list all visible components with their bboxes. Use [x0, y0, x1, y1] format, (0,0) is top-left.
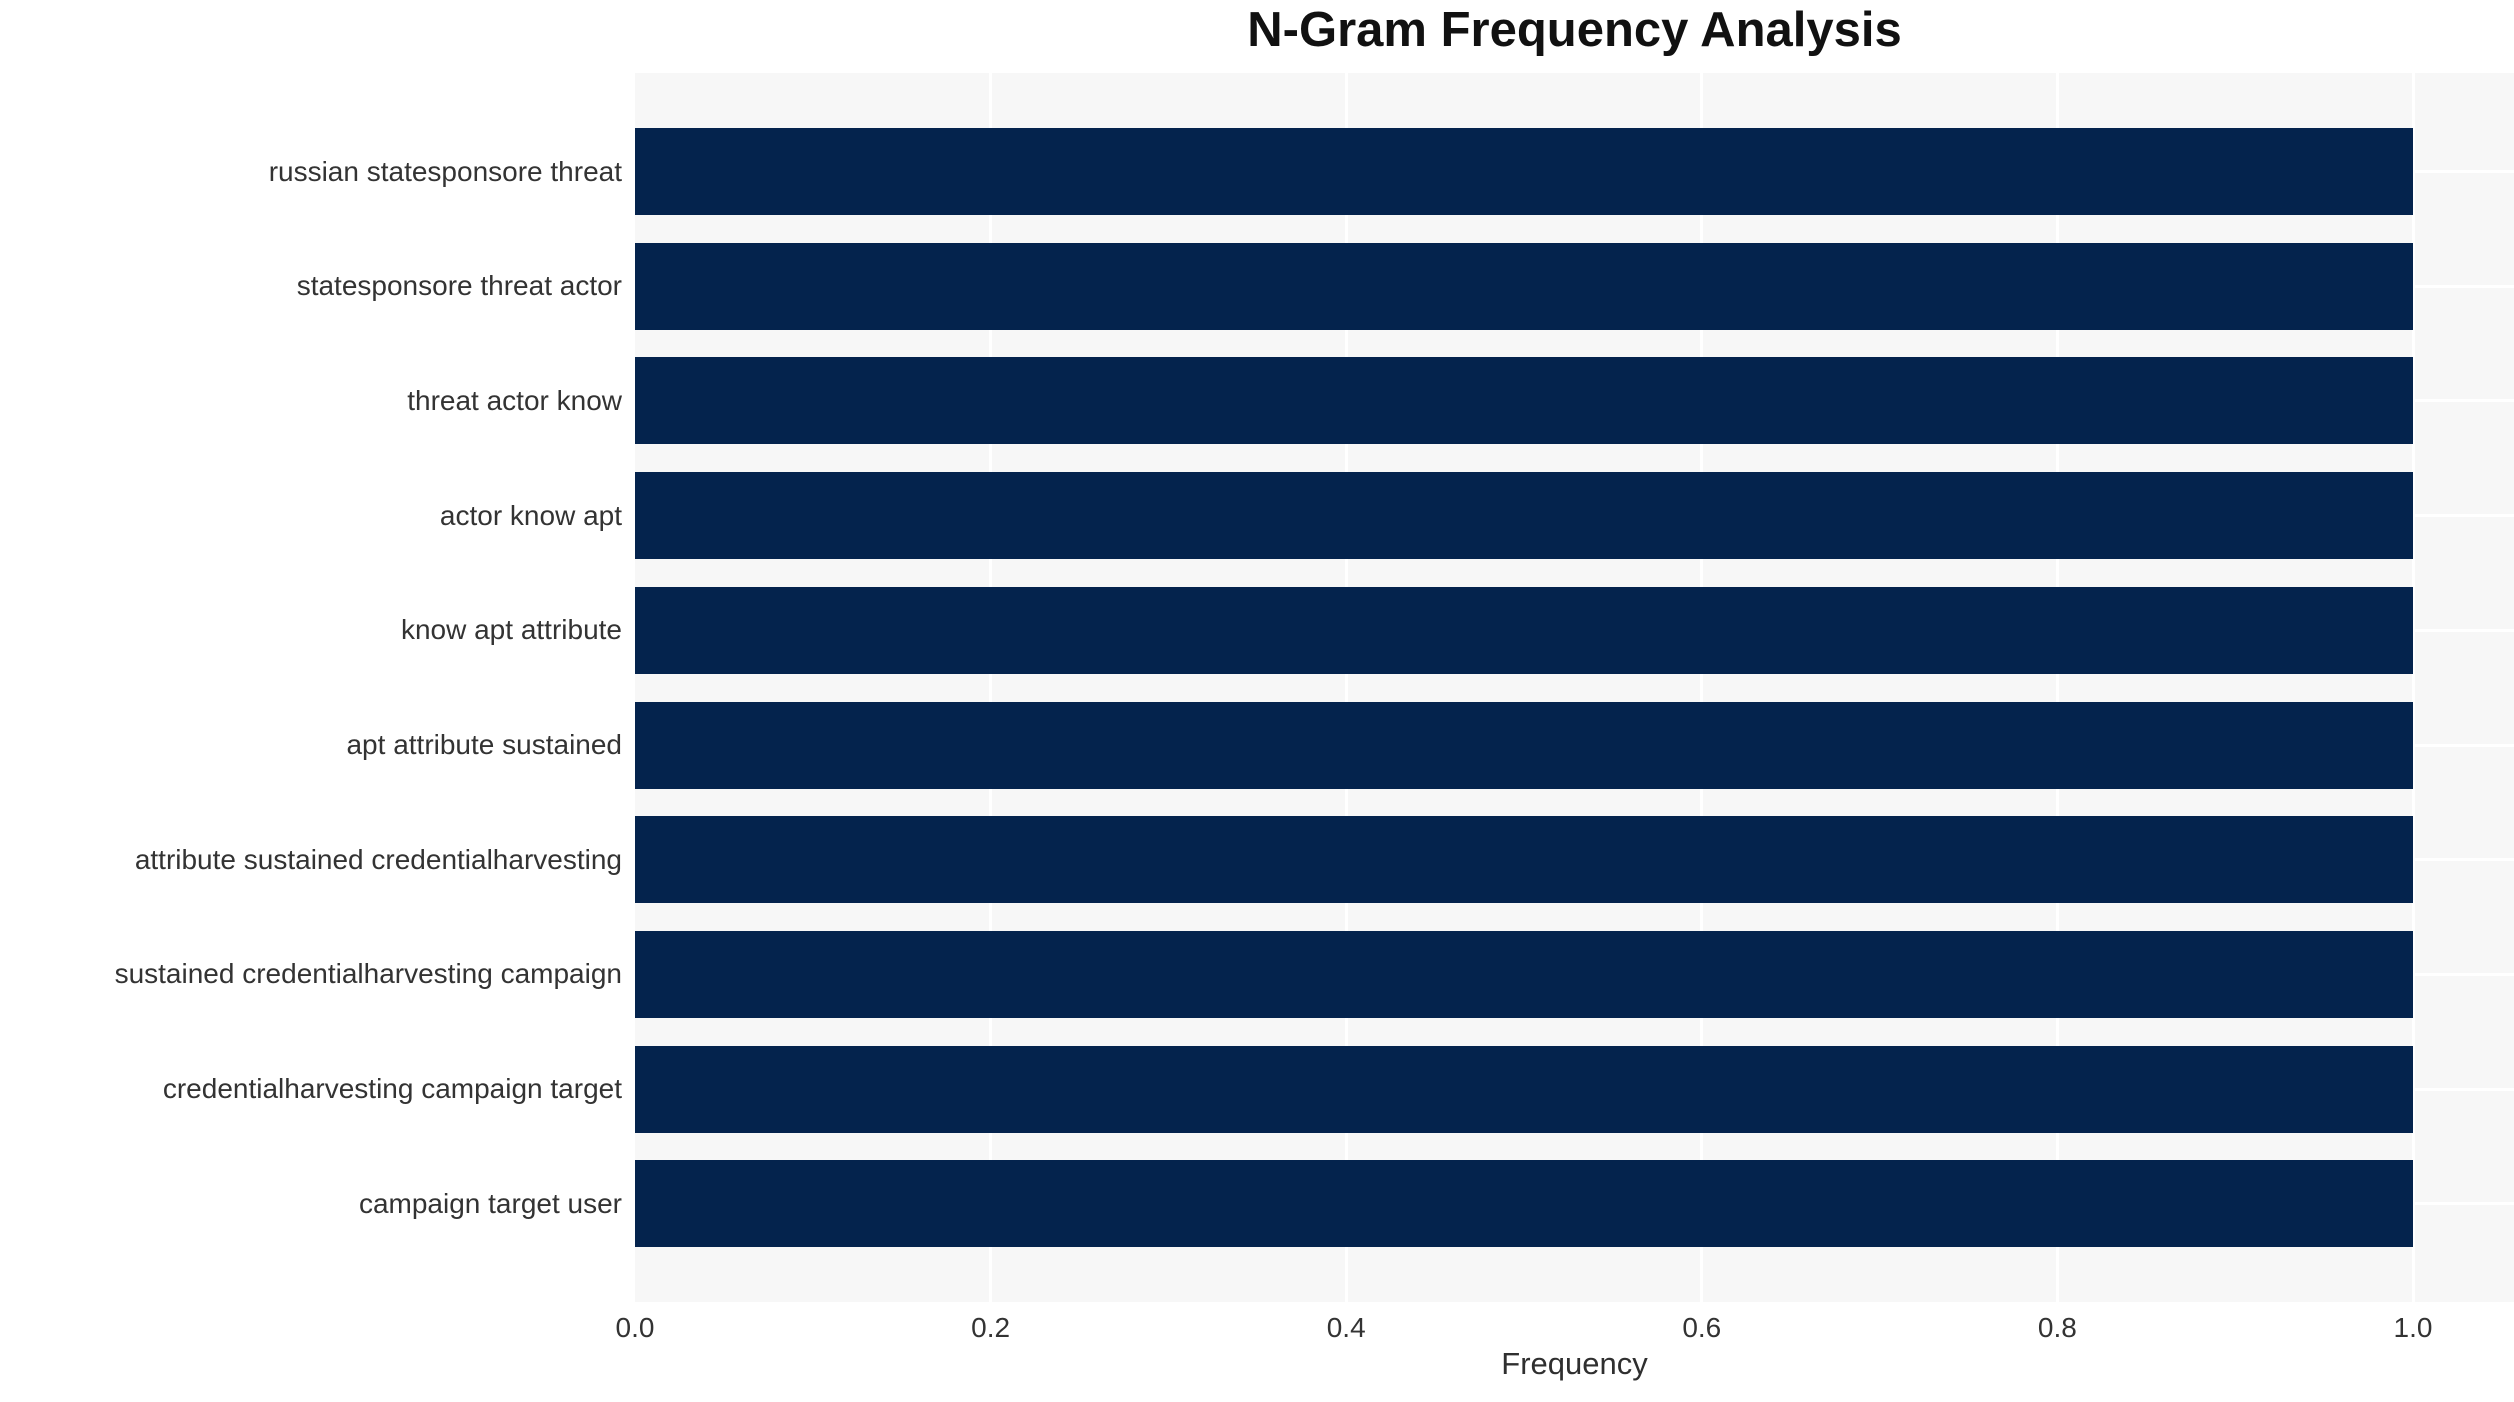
y-category-label: apt attribute sustained	[346, 729, 622, 760]
v-gridline	[1700, 73, 1704, 1302]
x-tick-label: 0.2	[971, 1312, 1011, 1343]
bar	[635, 816, 2413, 904]
v-gridline	[2411, 73, 2415, 1302]
bar	[635, 357, 2413, 445]
bar	[635, 1160, 2413, 1248]
x-tick-label: 0.0	[615, 1312, 655, 1343]
x-tick-label: 1.0	[2393, 1312, 2433, 1343]
x-tick-label: 0.4	[1326, 1312, 1366, 1343]
v-gridline	[1344, 73, 1348, 1302]
bar	[635, 1045, 2413, 1133]
y-category-label: actor know apt	[439, 499, 622, 531]
y-category-label: campaign target user	[358, 1187, 622, 1219]
y-category-label: threat actor know	[407, 384, 622, 416]
bar	[635, 128, 2413, 215]
y-category-label: attribute sustained credentialharvesting	[134, 843, 622, 875]
x-tick-label: 0.8	[2037, 1312, 2077, 1343]
x-tick-label: 0.6	[1682, 1312, 1722, 1343]
v-gridline	[989, 73, 993, 1302]
chart-title: N-Gram Frequency Analysis	[1247, 3, 1902, 57]
plot-area	[635, 73, 2514, 1302]
bar	[635, 701, 2413, 789]
x-axis-title: Frequency	[1501, 1346, 1648, 1381]
y-category-label: russian statesponsore threat	[268, 155, 622, 187]
bar	[635, 242, 2413, 330]
y-category-label: credentialharvesting campaign target	[162, 1073, 622, 1105]
bar	[635, 472, 2413, 560]
v-gridline	[2055, 73, 2059, 1302]
bar	[635, 586, 2413, 674]
bar	[635, 930, 2413, 1018]
y-category-label: know apt attribute	[400, 614, 622, 646]
y-category-label: statesponsore threat actor	[296, 270, 622, 302]
y-category-label: sustained credentialharvesting campaign	[114, 958, 622, 990]
